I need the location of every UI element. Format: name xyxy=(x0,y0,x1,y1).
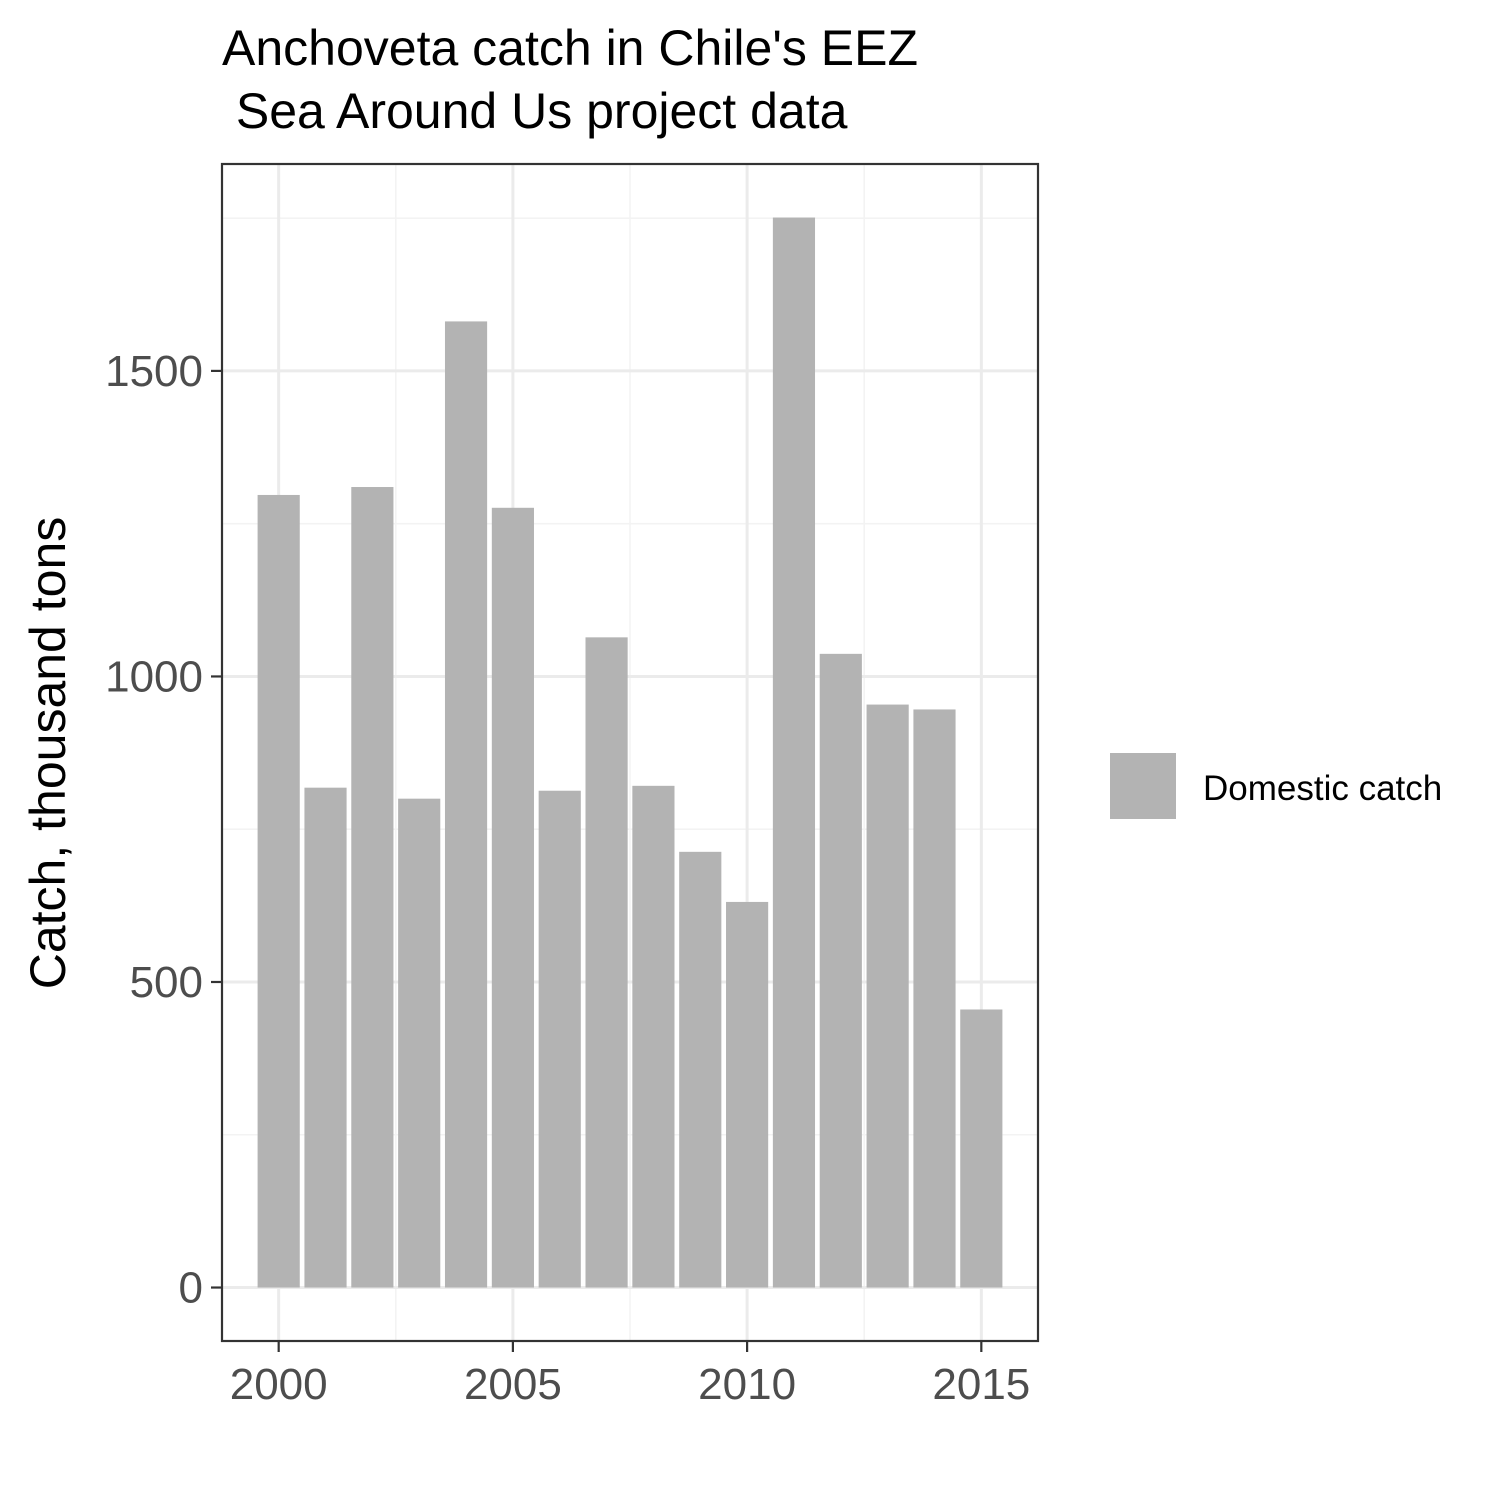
bar-2004 xyxy=(444,321,488,1288)
y-tick-label: 1000 xyxy=(105,652,203,701)
bar-2012 xyxy=(819,653,862,1288)
x-tick-label: 2010 xyxy=(698,1360,796,1409)
legend: Domestic catch xyxy=(1110,753,1442,819)
bar-2008 xyxy=(632,785,675,1288)
bar-2015 xyxy=(960,1009,1003,1288)
bar-2006 xyxy=(538,790,581,1288)
axes: 0 500 1000 1500 2000 2005 2010 2015 xyxy=(105,347,1030,1409)
bar-2011 xyxy=(772,217,816,1288)
bar-2013 xyxy=(866,704,909,1288)
bar-2010 xyxy=(726,901,769,1288)
legend-key-domestic-catch xyxy=(1110,753,1176,819)
y-tick-label: 500 xyxy=(130,958,203,1007)
x-tick-label: 2000 xyxy=(230,1360,328,1409)
bar-2005 xyxy=(491,507,534,1288)
panel-border xyxy=(220,162,1040,1343)
chart-title: Anchoveta catch in Chile's EEZ xyxy=(222,20,918,76)
chart-subtitle: Sea Around Us project data xyxy=(222,83,848,139)
legend-label-domestic-catch: Domestic catch xyxy=(1203,769,1442,808)
bar-2014 xyxy=(913,709,956,1288)
bar-2003 xyxy=(398,798,441,1288)
bar-2009 xyxy=(679,851,722,1288)
x-tick-label: 2005 xyxy=(464,1360,562,1409)
bar-2001 xyxy=(304,787,347,1288)
bar-2007 xyxy=(585,637,628,1288)
bar-2002 xyxy=(351,487,394,1288)
y-tick-label: 1500 xyxy=(105,347,203,396)
y-axis-label: Catch, thousand tons xyxy=(20,517,76,990)
bar-2000 xyxy=(257,494,300,1288)
x-tick-label: 2015 xyxy=(932,1360,1030,1409)
bars xyxy=(257,217,1003,1288)
y-tick-label: 0 xyxy=(179,1264,203,1313)
